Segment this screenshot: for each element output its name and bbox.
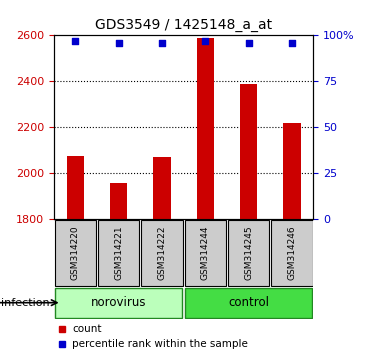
Bar [55,288,183,318]
Text: infection: infection [1,298,50,308]
Point [159,40,165,46]
Text: control: control [228,296,269,309]
Bar [141,220,183,286]
Bar [110,183,127,219]
Bar [283,123,301,219]
Text: GSM314244: GSM314244 [201,226,210,280]
Bar [153,157,171,219]
Point [289,40,295,46]
Text: count: count [72,324,102,333]
Title: GDS3549 / 1425148_a_at: GDS3549 / 1425148_a_at [95,18,272,32]
Bar [228,220,269,286]
Bar [184,220,226,286]
Bar [197,38,214,219]
Bar [271,220,313,286]
Text: GSM314221: GSM314221 [114,226,123,280]
Point [246,40,252,46]
Text: GSM314246: GSM314246 [288,226,296,280]
Point [202,38,208,44]
Bar [98,220,139,286]
Text: GSM314220: GSM314220 [71,226,80,280]
Point [116,40,122,46]
Bar [240,84,257,219]
Point [72,38,78,44]
Bar [55,220,96,286]
Text: GSM314222: GSM314222 [158,226,167,280]
Text: GSM314245: GSM314245 [244,226,253,280]
Bar [185,288,312,318]
Bar [67,156,84,219]
Text: norovirus: norovirus [91,296,147,309]
Text: percentile rank within the sample: percentile rank within the sample [72,339,248,349]
